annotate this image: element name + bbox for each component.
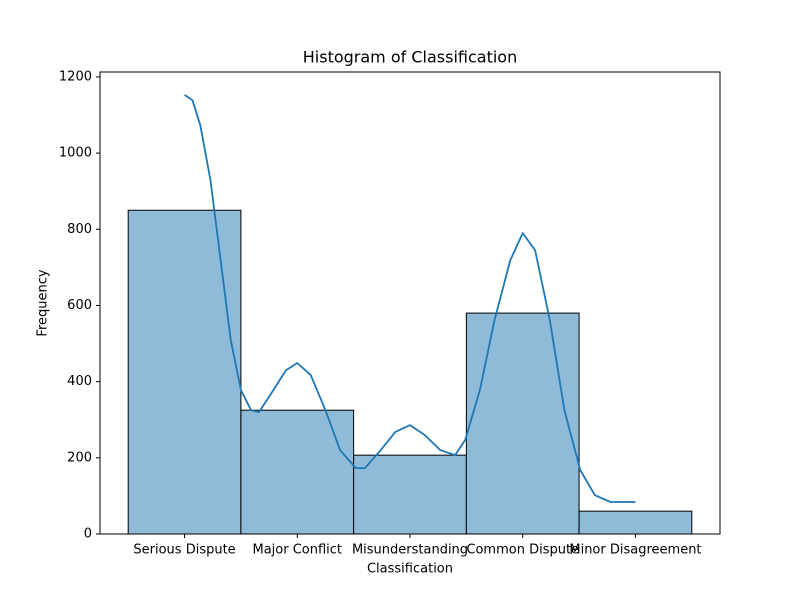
y-axis-label: Frequency (36, 269, 51, 336)
bar (353, 454, 467, 535)
x-tick-label: Common Dispute (466, 543, 579, 558)
y-tick-label: 1000 (59, 146, 92, 161)
x-tick-label: Minor Disagreement (569, 543, 701, 558)
bar (465, 312, 580, 535)
y-tick-label: 1200 (59, 69, 92, 84)
y-tick-label: 0 (84, 527, 92, 542)
x-tick-label: Misunderstanding (352, 543, 468, 558)
plot-frame (99, 71, 721, 535)
y-tick-label: 800 (67, 222, 92, 237)
x-tick-label: Major Conflict (252, 543, 342, 558)
chart-title: Histogram of Classification (303, 48, 517, 67)
kde-line (184, 94, 636, 503)
y-tick-label: 400 (67, 374, 92, 389)
x-tick-label: Serious Dispute (133, 543, 235, 558)
x-axis-label: Classification (367, 562, 453, 577)
bar (240, 409, 355, 535)
bar (127, 209, 242, 535)
bar (578, 510, 693, 535)
y-tick-label: 600 (67, 298, 92, 313)
y-tick-label: 200 (67, 450, 92, 465)
